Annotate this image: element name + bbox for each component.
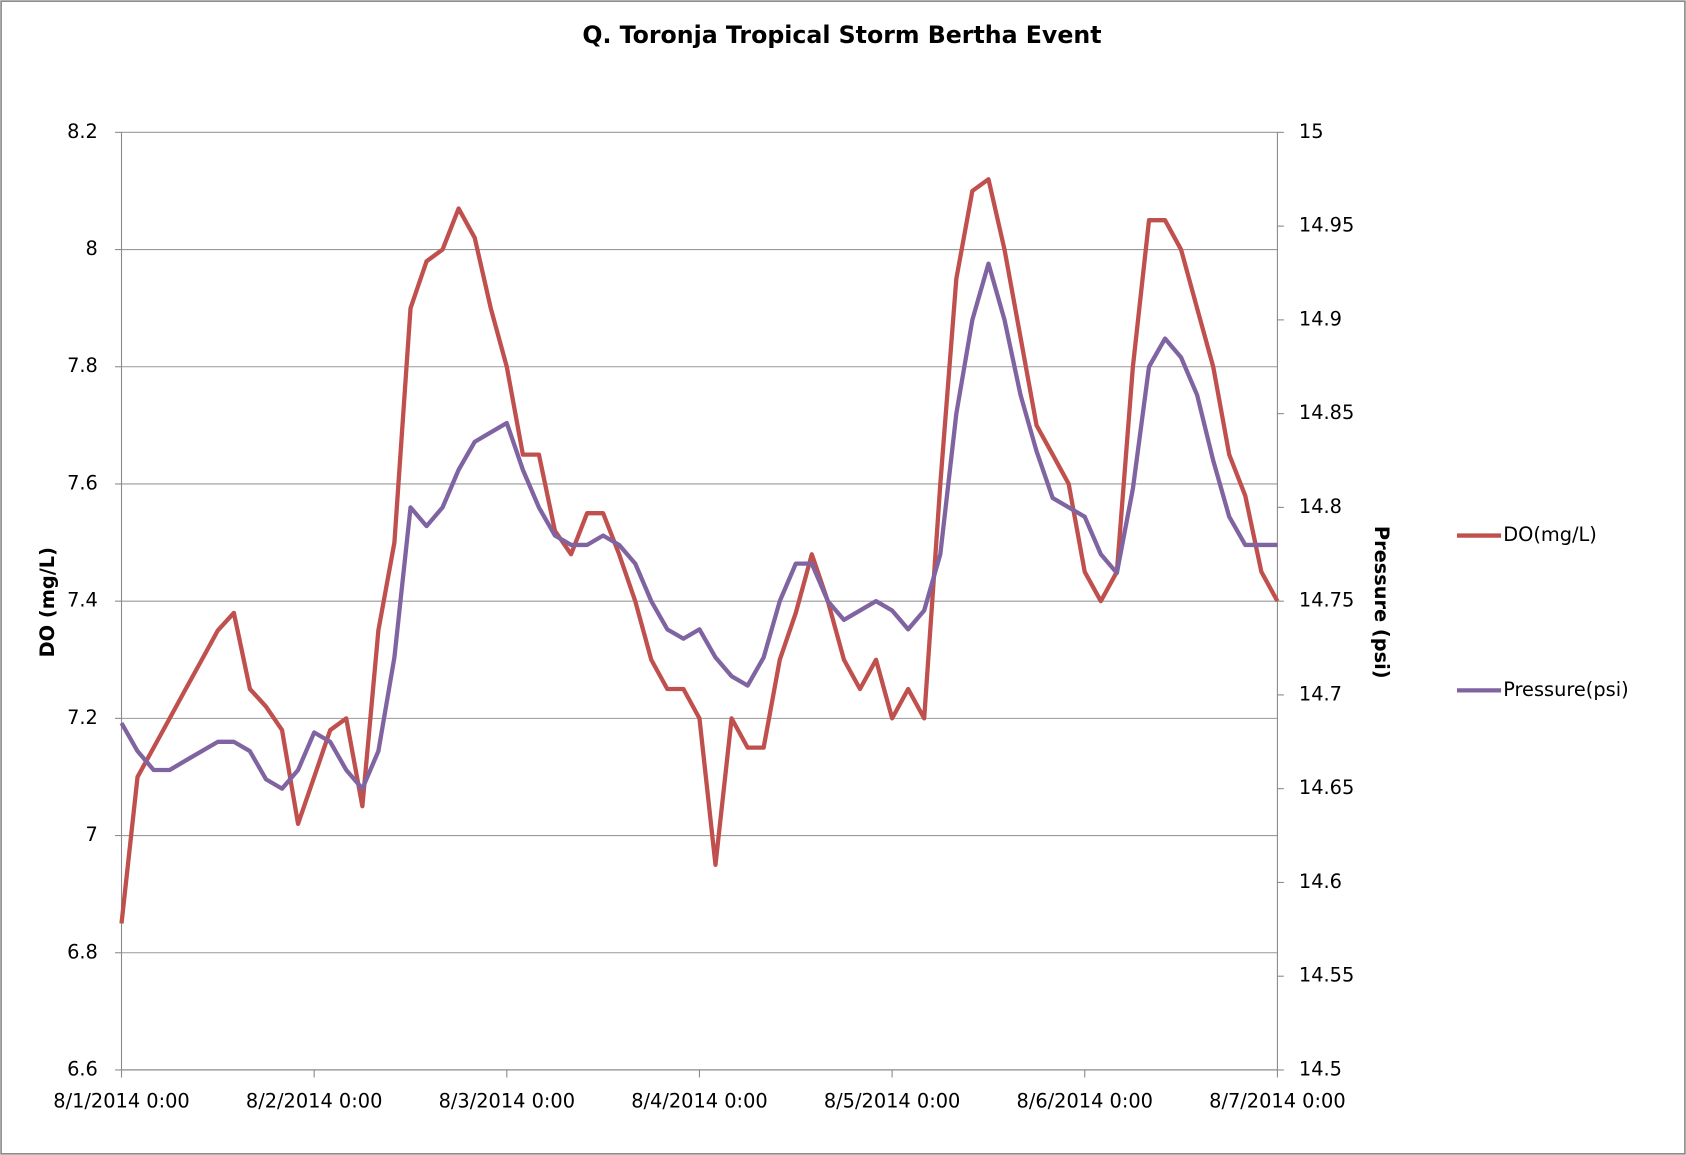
y2-axis-label: Pressure (psi) [1370,526,1393,679]
y-tick-label: 7.4 [67,589,98,612]
y2-tick-label: 15 [1299,120,1324,143]
legend-label: Pressure(psi) [1503,678,1628,701]
y2-tick-label: 14.95 [1299,214,1354,237]
x-tick-label: 8/5/2014 0:00 [824,1090,960,1113]
x-tick-label: 8/1/2014 0:00 [53,1090,189,1113]
y2-tick-label: 14.6 [1299,870,1342,893]
y-tick-label: 8 [86,237,98,260]
y-tick-label: 7.8 [67,354,98,377]
y-tick-label: 6.8 [67,940,98,963]
y2-tick-label: 14.55 [1299,964,1354,987]
y-tick-label: 7 [86,823,98,846]
y2-tick-label: 14.75 [1299,589,1354,612]
x-tick-label: 8/7/2014 0:00 [1209,1090,1345,1113]
x-tick-label: 8/3/2014 0:00 [439,1090,575,1113]
y2-tick-label: 14.5 [1299,1057,1342,1080]
y2-tick-label: 14.7 [1299,682,1342,705]
x-tick-label: 8/2/2014 0:00 [246,1090,382,1113]
y2-tick-label: 14.9 [1299,307,1342,330]
x-tick-label: 8/6/2014 0:00 [1017,1090,1153,1113]
y2-tick-label: 14.85 [1299,401,1354,424]
y2-tick-label: 14.65 [1299,776,1354,799]
chart-title: Q. Toronja Tropical Storm Bertha Event [582,21,1101,49]
y-tick-label: 8.2 [67,120,98,143]
legend-label: DO(mg/L) [1503,523,1597,546]
data-line [119,261,1278,791]
y-axis-label: DO (mg/L) [36,547,59,657]
x-tick-label: 8/4/2014 0:00 [631,1090,767,1113]
data-line [119,177,1280,924]
y-tick-label: 6.6 [67,1057,98,1080]
y-tick-label: 7.2 [67,706,98,729]
y-tick-label: 7.6 [67,471,98,494]
y2-tick-label: 14.8 [1299,495,1342,518]
